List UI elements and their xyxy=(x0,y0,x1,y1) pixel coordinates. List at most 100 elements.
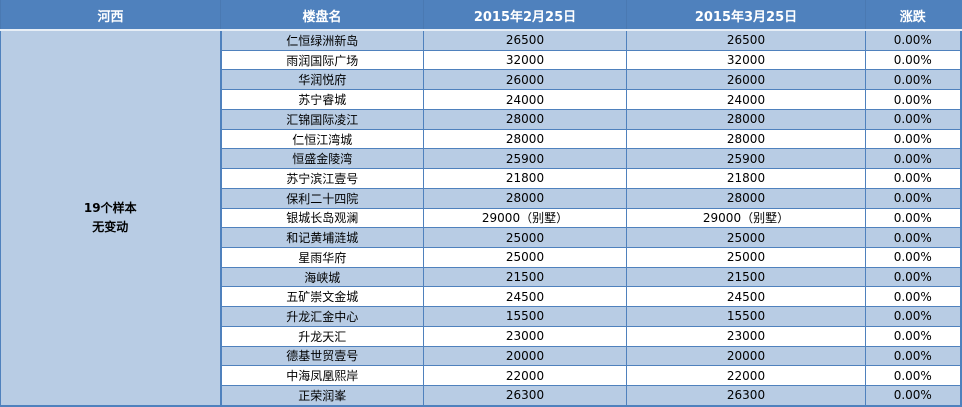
cell-price-mar[interactable]: 29000（别墅） xyxy=(626,207,866,229)
header-row: 河西 楼盘名 2015年2月25日 2015年3月25日 涨跌 xyxy=(0,0,961,31)
cell-change[interactable]: 0.00% xyxy=(865,187,961,209)
cell-change[interactable]: 0.00% xyxy=(865,286,961,308)
cell-change[interactable]: 0.00% xyxy=(865,108,961,130)
table-row: 升龙天汇 23000 23000 0.00% xyxy=(1,325,961,347)
cell-price-feb[interactable]: 26500 xyxy=(423,29,627,51)
cell-property-name[interactable]: 和记黄埔涟城 xyxy=(220,227,424,248)
column-header-change[interactable]: 涨跌 xyxy=(865,0,961,31)
cell-property-name[interactable]: 中海凤凰熙岸 xyxy=(220,365,424,386)
table-row: 苏宁睿城 24000 24000 0.00% xyxy=(1,89,961,110)
cell-property-name[interactable]: 恒盛金陵湾 xyxy=(220,148,424,170)
cell-price-feb[interactable]: 25000 xyxy=(423,246,627,268)
cell-price-feb[interactable]: 28000 xyxy=(423,128,627,150)
table-row: 升龙汇金中心 15500 15500 0.00% xyxy=(1,306,961,327)
cell-property-name[interactable]: 华润悦府 xyxy=(220,69,424,91)
column-header-region[interactable]: 河西 xyxy=(0,0,221,31)
table-row: 银城长岛观澜 29000（别墅） 29000（别墅） 0.00% xyxy=(1,207,961,229)
region-summary-cell[interactable]: 19个样本无变动 xyxy=(0,29,222,407)
table-row: 19个样本 无变动 仁恒绿洲新岛 26500 26500 0.00% xyxy=(0,29,961,407)
cell-change[interactable]: 0.00% xyxy=(865,207,961,229)
cell-price-feb[interactable]: 28000 xyxy=(423,187,627,209)
cell-property-name[interactable]: 升龙汇金中心 xyxy=(220,306,424,327)
cell-price-mar[interactable]: 22000 xyxy=(626,365,866,386)
column-header-name[interactable]: 楼盘名 xyxy=(220,0,424,31)
cell-price-mar[interactable]: 23000 xyxy=(626,325,866,347)
cell-price-feb[interactable]: 26300 xyxy=(423,384,627,407)
cell-change[interactable]: 0.00% xyxy=(865,345,961,367)
cell-price-feb[interactable]: 20000 xyxy=(423,345,627,367)
cell-change[interactable]: 0.00% xyxy=(865,266,961,288)
cell-property-name[interactable]: 苏宁滨江壹号 xyxy=(220,168,424,189)
cell-change[interactable]: 0.00% xyxy=(865,384,961,407)
cell-price-mar[interactable]: 20000 xyxy=(626,345,866,367)
region-change-status: 无变动 xyxy=(92,220,129,234)
cell-price-mar[interactable]: 26500 xyxy=(626,29,866,51)
cell-price-mar[interactable]: 32000 xyxy=(626,49,866,71)
column-header-date2[interactable]: 2015年3月25日 xyxy=(626,0,866,31)
cell-price-feb[interactable]: 25900 xyxy=(423,148,627,170)
cell-price-mar[interactable]: 21500 xyxy=(626,266,866,288)
cell-property-name[interactable]: 银城长岛观澜 xyxy=(220,207,424,229)
cell-price-feb[interactable]: 15500 xyxy=(423,306,627,327)
cell-price-mar[interactable]: 26300 xyxy=(626,384,866,407)
cell-price-mar[interactable]: 28000 xyxy=(626,187,866,209)
cell-change[interactable]: 0.00% xyxy=(865,49,961,71)
cell-change[interactable]: 0.00% xyxy=(865,69,961,91)
table-row: 和记黄埔涟城 25000 25000 0.00% xyxy=(1,227,961,248)
table-row: 恒盛金陵湾 25900 25900 0.00% xyxy=(1,148,961,170)
table-row: 星雨华府 25000 25000 0.00% xyxy=(1,246,961,268)
cell-property-name[interactable]: 升龙天汇 xyxy=(220,325,424,347)
table-row: 华润悦府 26000 26000 0.00% xyxy=(1,69,961,91)
region-sample-count: 19个样本 xyxy=(83,200,137,215)
cell-price-mar[interactable]: 21800 xyxy=(626,168,866,189)
cell-change[interactable]: 0.00% xyxy=(865,246,961,268)
cell-property-name[interactable]: 仁恒绿洲新岛 xyxy=(220,29,424,51)
cell-price-mar[interactable]: 24000 xyxy=(626,89,866,110)
cell-price-mar[interactable]: 25000 xyxy=(626,227,866,248)
cell-change[interactable]: 0.00% xyxy=(865,168,961,189)
cell-property-name[interactable]: 雨润国际广场 xyxy=(220,49,424,71)
table-row: 保利二十四院 28000 28000 0.00% xyxy=(1,187,961,209)
cell-change[interactable]: 0.00% xyxy=(865,29,961,51)
cell-price-mar[interactable]: 28000 xyxy=(626,128,866,150)
cell-change[interactable]: 0.00% xyxy=(865,306,961,327)
cell-price-feb[interactable]: 23000 xyxy=(423,325,627,347)
cell-price-feb[interactable]: 22000 xyxy=(423,365,627,386)
cell-price-feb[interactable]: 21800 xyxy=(423,168,627,189)
cell-property-name[interactable]: 仁恒江湾城 xyxy=(220,128,424,150)
cell-property-name[interactable]: 德基世贸壹号 xyxy=(220,345,424,367)
cell-change[interactable]: 0.00% xyxy=(865,148,961,170)
cell-price-feb[interactable]: 29000（别墅） xyxy=(423,207,627,229)
cell-change[interactable]: 0.00% xyxy=(865,89,961,110)
cell-price-feb[interactable]: 24500 xyxy=(423,286,627,308)
table-row: 五矿崇文金城 24500 24500 0.00% xyxy=(1,286,961,308)
cell-property-name[interactable]: 海峡城 xyxy=(220,266,424,288)
cell-property-name[interactable]: 保利二十四院 xyxy=(220,187,424,209)
cell-property-name[interactable]: 汇锦国际凌江 xyxy=(220,108,424,130)
cell-price-feb[interactable]: 25000 xyxy=(423,227,627,248)
cell-price-feb[interactable]: 28000 xyxy=(423,108,627,130)
cell-price-feb[interactable]: 32000 xyxy=(423,49,627,71)
table-row: 汇锦国际凌江 28000 28000 0.00% xyxy=(1,108,961,130)
cell-change[interactable]: 0.00% xyxy=(865,227,961,248)
cell-price-mar[interactable]: 15500 xyxy=(626,306,866,327)
cell-price-mar[interactable]: 26000 xyxy=(626,69,866,91)
cell-price-feb[interactable]: 26000 xyxy=(423,69,627,91)
cell-property-name[interactable]: 正荣润峯 xyxy=(220,384,424,407)
table-body: 19个样本 无变动 仁恒绿洲新岛 26500 26500 0.00% 雨润国际广场 32000… xyxy=(0,29,961,407)
cell-price-feb[interactable]: 21500 xyxy=(423,266,627,288)
cell-property-name[interactable]: 星雨华府 xyxy=(220,246,424,268)
cell-price-mar[interactable]: 25000 xyxy=(626,246,866,268)
cell-price-mar[interactable]: 24500 xyxy=(626,286,866,308)
cell-change[interactable]: 0.00% xyxy=(865,325,961,347)
column-header-date1[interactable]: 2015年2月25日 xyxy=(423,0,627,31)
cell-price-mar[interactable]: 28000 xyxy=(626,108,866,130)
cell-property-name[interactable]: 五矿崇文金城 xyxy=(220,286,424,308)
cell-change[interactable]: 0.00% xyxy=(865,365,961,386)
cell-property-name[interactable]: 苏宁睿城 xyxy=(220,89,424,110)
cell-price-mar[interactable]: 25900 xyxy=(626,148,866,170)
cell-change[interactable]: 0.00% xyxy=(865,128,961,150)
cell-price-feb[interactable]: 24000 xyxy=(423,89,627,110)
